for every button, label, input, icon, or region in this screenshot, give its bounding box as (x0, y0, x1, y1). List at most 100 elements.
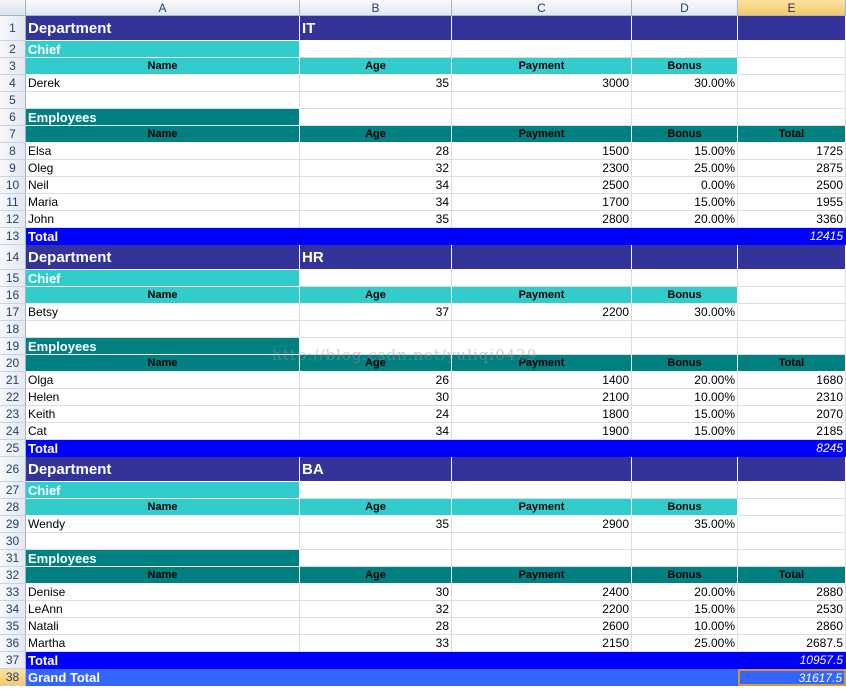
cell-e20[interactable]: Total (738, 355, 846, 372)
row-header-17[interactable]: 17 (0, 304, 26, 321)
select-all-corner[interactable] (0, 0, 26, 16)
cell-d32[interactable]: Bonus (632, 567, 738, 584)
cell-c24[interactable]: 1900 (452, 423, 632, 440)
cell-c17[interactable]: 2200 (452, 304, 632, 321)
cell-a28[interactable]: Name (26, 499, 300, 516)
cell-c3[interactable]: Payment (452, 58, 632, 75)
cell-e30[interactable] (738, 533, 846, 550)
cell-d7[interactable]: Bonus (632, 126, 738, 143)
row-header-30[interactable]: 30 (0, 533, 26, 550)
cell-d36[interactable]: 25.00% (632, 635, 738, 652)
cell-c36[interactable]: 2150 (452, 635, 632, 652)
cell-b28[interactable]: Age (300, 499, 452, 516)
cell-e12[interactable]: 3360 (738, 211, 846, 228)
cell-d38[interactable] (632, 669, 738, 686)
cell-d17[interactable]: 30.00% (632, 304, 738, 321)
row-header-31[interactable]: 31 (0, 550, 26, 567)
cell-d13[interactable] (632, 228, 738, 245)
row-header-29[interactable]: 29 (0, 516, 26, 533)
cell-b35[interactable]: 28 (300, 618, 452, 635)
cell-d20[interactable]: Bonus (632, 355, 738, 372)
row-header-20[interactable]: 20 (0, 355, 26, 372)
cell-e27[interactable] (738, 482, 846, 499)
cell-d5[interactable] (632, 92, 738, 109)
cell-d1[interactable] (632, 16, 738, 41)
cell-e33[interactable]: 2880 (738, 584, 846, 601)
cell-b26[interactable]: BA (300, 457, 452, 482)
cell-e23[interactable]: 2070 (738, 406, 846, 423)
cell-a11[interactable]: Maria (26, 194, 300, 211)
cell-a38[interactable]: Grand Total (26, 669, 300, 686)
cell-c13[interactable] (452, 228, 632, 245)
row-header-2[interactable]: 2 (0, 41, 26, 58)
cell-b16[interactable]: Age (300, 287, 452, 304)
cell-b29[interactable]: 35 (300, 516, 452, 533)
cell-a15[interactable]: Chief (26, 270, 300, 287)
cell-b7[interactable]: Age (300, 126, 452, 143)
cell-a23[interactable]: Keith (26, 406, 300, 423)
row-header-6[interactable]: 6 (0, 109, 26, 126)
cell-b11[interactable]: 34 (300, 194, 452, 211)
cell-b2[interactable] (300, 41, 452, 58)
cell-c11[interactable]: 1700 (452, 194, 632, 211)
cell-b5[interactable] (300, 92, 452, 109)
cell-d11[interactable]: 15.00% (632, 194, 738, 211)
cell-c31[interactable] (452, 550, 632, 567)
cell-a31[interactable]: Employees (26, 550, 300, 567)
cell-c28[interactable]: Payment (452, 499, 632, 516)
row-header-33[interactable]: 33 (0, 584, 26, 601)
cell-c19[interactable] (452, 338, 632, 355)
row-header-27[interactable]: 27 (0, 482, 26, 499)
row-header-1[interactable]: 1 (0, 16, 26, 41)
cell-a34[interactable]: LeAnn (26, 601, 300, 618)
cell-c1[interactable] (452, 16, 632, 41)
cell-b12[interactable]: 35 (300, 211, 452, 228)
row-header-14[interactable]: 14 (0, 245, 26, 270)
cell-e31[interactable] (738, 550, 846, 567)
cell-c21[interactable]: 1400 (452, 372, 632, 389)
cell-a36[interactable]: Martha (26, 635, 300, 652)
cell-e11[interactable]: 1955 (738, 194, 846, 211)
cell-d8[interactable]: 15.00% (632, 143, 738, 160)
cell-a7[interactable]: Name (26, 126, 300, 143)
cell-a25[interactable]: Total (26, 440, 300, 457)
row-header-25[interactable]: 25 (0, 440, 26, 457)
cell-c27[interactable] (452, 482, 632, 499)
cell-d29[interactable]: 35.00% (632, 516, 738, 533)
cell-e34[interactable]: 2530 (738, 601, 846, 618)
cell-e32[interactable]: Total (738, 567, 846, 584)
cell-a37[interactable]: Total (26, 652, 300, 669)
cell-e10[interactable]: 2500 (738, 177, 846, 194)
cell-d27[interactable] (632, 482, 738, 499)
row-header-32[interactable]: 32 (0, 567, 26, 584)
row-header-18[interactable]: 18 (0, 321, 26, 338)
cell-b33[interactable]: 30 (300, 584, 452, 601)
cell-d21[interactable]: 20.00% (632, 372, 738, 389)
cell-a3[interactable]: Name (26, 58, 300, 75)
cell-a19[interactable]: Employees (26, 338, 300, 355)
row-header-9[interactable]: 9 (0, 160, 26, 177)
cell-d31[interactable] (632, 550, 738, 567)
cell-b1[interactable]: IT (300, 16, 452, 41)
cell-a9[interactable]: Oleg (26, 160, 300, 177)
cell-b10[interactable]: 34 (300, 177, 452, 194)
cell-c16[interactable]: Payment (452, 287, 632, 304)
cell-e9[interactable]: 2875 (738, 160, 846, 177)
row-header-11[interactable]: 11 (0, 194, 26, 211)
cell-e5[interactable] (738, 92, 846, 109)
column-header-d[interactable]: D (632, 0, 738, 16)
cell-d3[interactable]: Bonus (632, 58, 738, 75)
cell-c2[interactable] (452, 41, 632, 58)
cell-b8[interactable]: 28 (300, 143, 452, 160)
cell-e13[interactable]: 12415 (738, 228, 846, 245)
cell-d37[interactable] (632, 652, 738, 669)
cell-a1[interactable]: Department (26, 16, 300, 41)
cell-b22[interactable]: 30 (300, 389, 452, 406)
cell-d28[interactable]: Bonus (632, 499, 738, 516)
row-header-13[interactable]: 13 (0, 228, 26, 245)
cell-d22[interactable]: 10.00% (632, 389, 738, 406)
row-header-23[interactable]: 23 (0, 406, 26, 423)
cell-e26[interactable] (738, 457, 846, 482)
cell-a32[interactable]: Name (26, 567, 300, 584)
cell-d23[interactable]: 15.00% (632, 406, 738, 423)
